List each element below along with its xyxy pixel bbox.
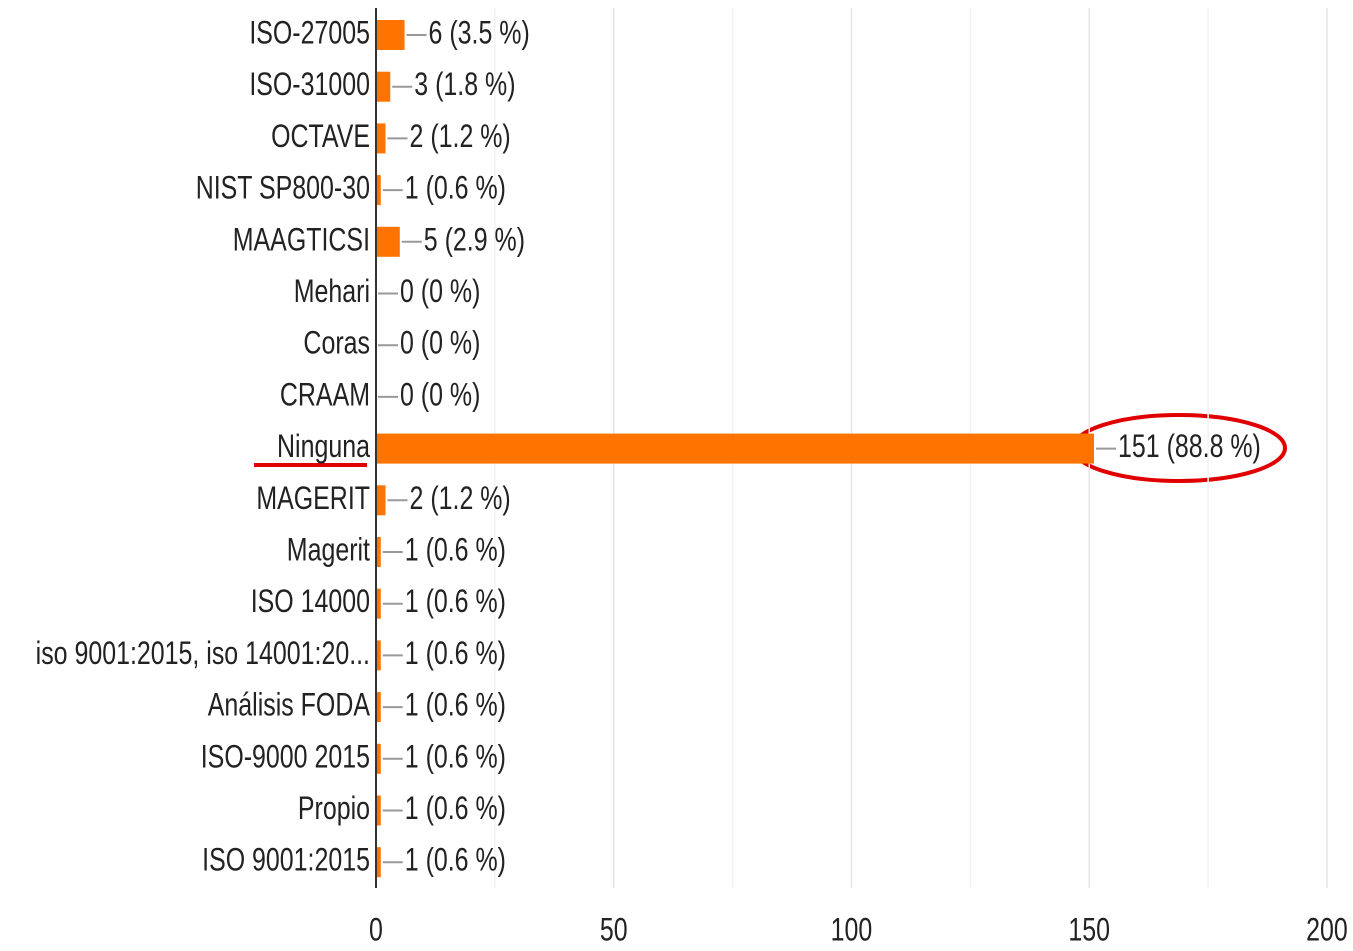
bar xyxy=(376,485,386,516)
data-label: 1 (0.6 %) xyxy=(405,533,506,569)
data-label: 0 (0 %) xyxy=(400,274,480,310)
y-category-label: Mehari xyxy=(294,274,370,310)
y-category-label: Coras xyxy=(303,326,370,362)
bar xyxy=(376,537,381,567)
x-tick-label: 50 xyxy=(600,913,628,949)
x-tick-label: 100 xyxy=(831,913,873,949)
data-label: 1 (0.6 %) xyxy=(405,636,506,672)
y-category-label: NIST SP800-30 xyxy=(196,171,370,207)
y-category-label: iso 9001:2015, iso 14001:20... xyxy=(36,636,370,672)
data-label: 2 (1.2 %) xyxy=(410,119,511,155)
y-category-label: CRAAM xyxy=(280,377,370,413)
y-category-label: MAAGTICSI xyxy=(233,222,370,258)
bar xyxy=(376,226,400,257)
y-category-label: ISO 9001:2015 xyxy=(202,843,370,879)
data-label: 3 (1.8 %) xyxy=(414,67,515,103)
bar xyxy=(376,175,381,206)
bar xyxy=(376,588,381,619)
y-category-label: Propio xyxy=(298,791,370,827)
x-tick-label: 0 xyxy=(369,913,383,949)
y-category-label: ISO-31000 xyxy=(249,67,370,103)
bar xyxy=(376,847,381,878)
bar xyxy=(376,20,405,50)
data-label: 1 (0.6 %) xyxy=(405,791,506,827)
y-category-label: MAGERIT xyxy=(256,481,370,517)
data-label: 1 (0.6 %) xyxy=(405,171,506,207)
data-label: 151 (88.8 %) xyxy=(1118,429,1261,465)
data-label: 1 (0.6 %) xyxy=(405,584,506,620)
bar xyxy=(376,743,381,774)
data-label: 2 (1.2 %) xyxy=(410,481,511,517)
y-category-label: Magerit xyxy=(287,533,370,569)
data-label: 6 (3.5 %) xyxy=(429,16,530,52)
y-category-label: ISO 14000 xyxy=(251,584,370,620)
data-label: 1 (0.6 %) xyxy=(405,843,506,879)
y-category-label: Análisis FODA xyxy=(208,688,371,724)
data-label: 0 (0 %) xyxy=(400,377,480,413)
data-label: 0 (0 %) xyxy=(400,326,480,362)
data-label: 5 (2.9 %) xyxy=(424,222,525,258)
bar xyxy=(376,71,391,102)
data-label: 1 (0.6 %) xyxy=(405,688,506,724)
bar xyxy=(376,640,381,671)
y-category-label: ISO-9000 2015 xyxy=(201,739,370,775)
y-category-label: Ninguna xyxy=(277,429,370,465)
bar xyxy=(376,433,1095,464)
y-category-label: OCTAVE xyxy=(271,119,370,155)
data-label: 1 (0.6 %) xyxy=(405,739,506,775)
x-tick-label: 150 xyxy=(1068,913,1110,949)
bar xyxy=(376,123,386,154)
x-tick-label: 200 xyxy=(1306,913,1348,949)
bar xyxy=(376,692,381,723)
y-category-label: ISO-27005 xyxy=(249,16,370,52)
bar xyxy=(376,795,381,826)
